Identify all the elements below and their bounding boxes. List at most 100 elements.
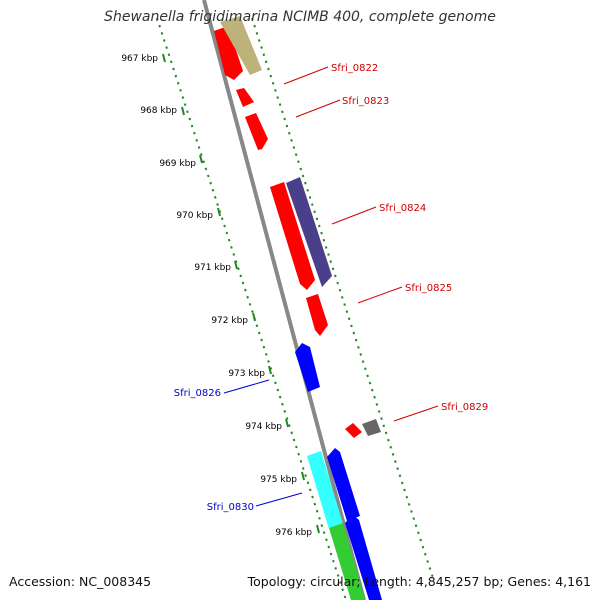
track-dot [262,345,266,349]
track-dot [400,481,404,485]
track-dot [315,509,319,513]
track-dot [341,588,344,592]
gene-arrow[interactable] [362,419,381,436]
track-dot [322,238,326,242]
track-dot [239,274,243,278]
track-dot [375,403,379,406]
gene-arrow-sfri-0829[interactable] [345,423,362,438]
track-dot [430,574,434,578]
track-dot [299,167,303,171]
track-dot [352,331,356,335]
track-dot [290,431,293,435]
track-dot [304,181,307,185]
track-dot [227,238,231,242]
track-dot [426,560,429,563]
gene-label-sfri-0826[interactable]: Sfri_0826 [174,388,221,399]
track-dot [276,96,279,99]
track-dot [290,138,293,142]
leader-line [255,492,303,507]
gene-label-sfri-0822[interactable]: Sfri_0822 [331,63,378,74]
track-dot [368,381,372,385]
track-dot [327,545,331,549]
track-dot [331,267,335,271]
track-dot [313,502,317,506]
gene-label-sfri-0823[interactable]: Sfri_0823 [342,96,389,107]
track-dot [209,181,212,185]
gene-arrow-sfri-0830[interactable] [307,451,343,529]
track-dot [357,345,360,349]
track-dot [311,495,314,499]
track-dot [287,131,291,135]
gene-label-sfri-0830[interactable]: Sfri_0830 [207,502,254,513]
ruler-tick [234,260,238,270]
track-dot [394,460,397,463]
track-dot [398,474,402,478]
ruler-label: 976 kbp [275,528,312,538]
track-dot [156,17,159,21]
track-dot [267,360,270,363]
track-dot [257,331,261,335]
track-dot [200,153,203,156]
gene-label-sfri-0829[interactable]: Sfri_0829 [441,402,488,413]
track-dot [332,559,335,563]
gene-label-sfri-0824[interactable]: Sfri_0824 [379,203,426,214]
track-dot [260,338,263,342]
ruler-dotted-track [156,17,347,599]
ruler-label: 973 kbp [228,369,265,379]
ruler-tick [268,365,272,375]
track-dot [373,395,376,399]
gene-arrow[interactable] [220,16,262,75]
track-dot [190,124,194,128]
track-dot [315,217,319,221]
gene-arrow[interactable] [327,448,360,521]
track-dot [183,103,187,107]
track-dot [225,231,229,235]
track-dot [230,245,233,249]
track-dot [179,89,182,92]
ruler-label: 972 kbp [211,316,248,326]
gene-arrow[interactable] [270,182,315,290]
leader-line [331,206,377,225]
accession-text: Accession: NC_008345 [9,574,152,589]
track-dot [211,188,215,192]
ruler-tick [181,106,185,116]
track-dot [327,253,330,256]
gene-arrow-sfri-0826[interactable] [295,343,320,392]
track-dot [377,410,381,413]
track-dot [311,203,314,206]
gene-arrow[interactable] [214,26,243,80]
track-dot [283,409,287,413]
track-dot [306,481,310,485]
gene-arrow[interactable] [329,523,365,600]
track-dot [264,60,268,64]
track-dot [343,595,347,599]
gene-arrow[interactable] [345,515,382,600]
track-dot [232,253,236,256]
track-dot [389,445,393,449]
gene-arrow-sfri-0824[interactable] [286,177,332,287]
gene-arrow[interactable] [245,113,268,150]
track-dot [354,338,358,342]
track-dot [417,531,420,535]
track-dot [370,388,374,392]
track-dot [396,467,399,471]
track-dot [237,267,240,271]
ruler-label: 971 kbp [194,263,231,273]
track-dot [246,295,249,299]
track-dot [304,474,307,477]
gene-label-sfri-0825[interactable]: Sfri_0825 [405,283,452,294]
track-dot [292,438,296,442]
feature-dotted-track [251,17,434,578]
track-dot [223,224,226,228]
track-dot [160,31,164,35]
track-dot [158,24,161,28]
track-dot [338,288,342,292]
track-dot [292,146,296,149]
ruler-tick [217,207,221,217]
track-dot [255,324,259,328]
track-dot [297,452,300,456]
leader-line [357,286,403,304]
gene-arrow-sfri-0823[interactable] [236,88,254,107]
track-dot [382,424,386,428]
gene-arrow-sfri-0825[interactable] [306,294,328,336]
